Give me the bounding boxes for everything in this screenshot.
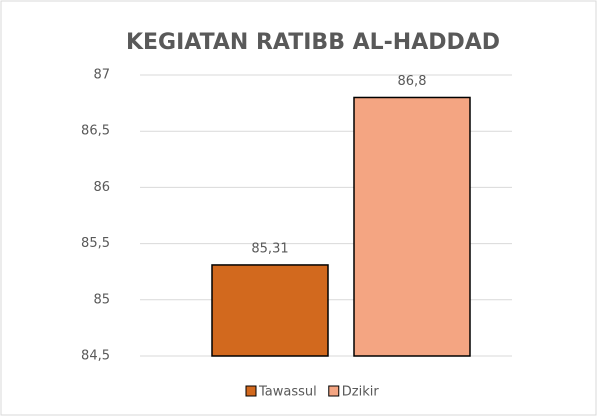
y-tick-label: 84,5: [81, 349, 110, 364]
value-label: 85,31: [251, 241, 288, 256]
y-tick-label: 85,5: [81, 236, 110, 251]
value-label: 86,8: [398, 74, 427, 89]
legend-label: Tawassul: [258, 385, 317, 400]
legend-swatch: [328, 385, 340, 397]
legend-label: Dzikir: [342, 385, 380, 400]
legend-swatch: [245, 385, 257, 397]
chart-title: KEGIATAN RATIBB AL-HADDAD: [126, 30, 500, 55]
y-tick-label: 87: [93, 68, 110, 83]
y-tick-label: 86: [93, 180, 110, 195]
bar: [353, 96, 471, 357]
bar: [211, 264, 329, 357]
y-tick-label: 86,5: [81, 124, 110, 139]
y-tick-label: 85: [93, 292, 110, 307]
